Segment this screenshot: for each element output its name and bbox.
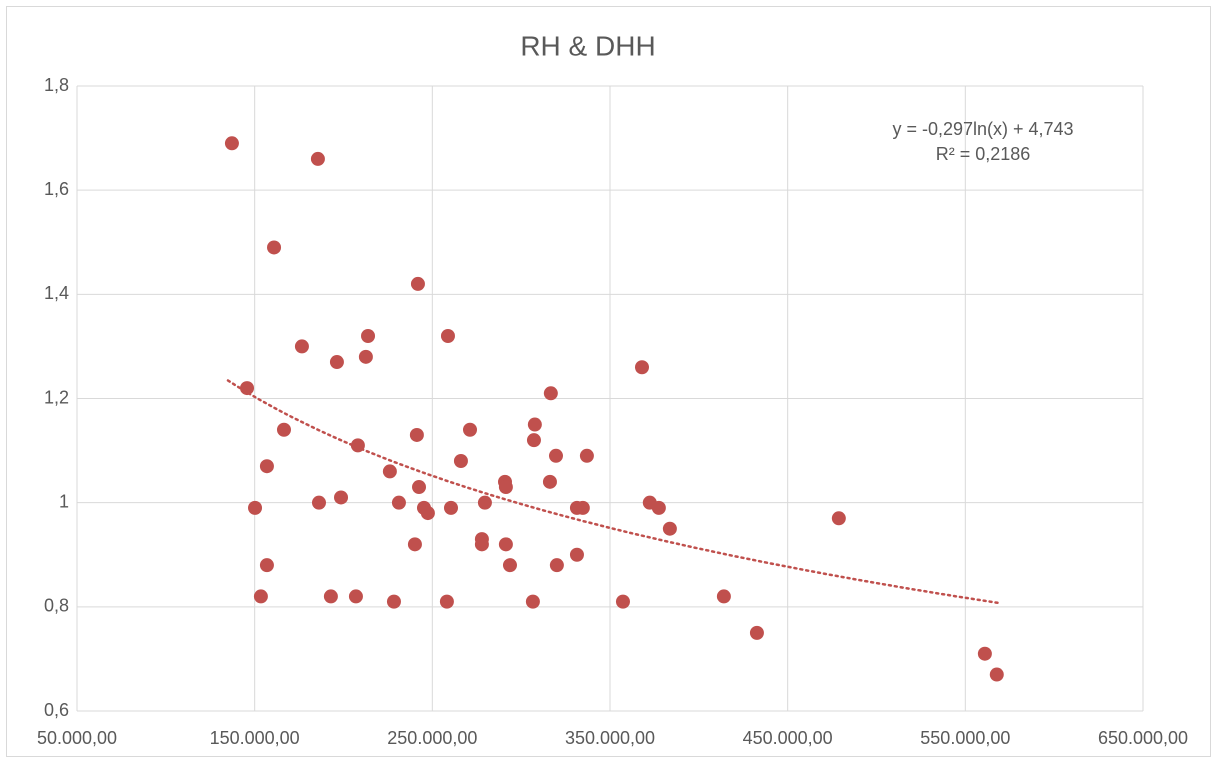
chart-border [6,6,1211,757]
data-point [549,558,564,573]
data-point [240,381,255,396]
data-point [462,422,477,437]
data-point [440,329,455,343]
data-point [474,537,489,552]
data-point [453,454,468,468]
trendline-label: y = -0,297ln(x) + 4,743 [892,119,1073,139]
data-point [543,386,558,401]
data-point [382,464,397,479]
data-point [542,474,557,489]
data-point [348,589,363,604]
data-point [579,448,594,463]
data-point [439,594,454,609]
data-point [420,506,435,521]
data-point [310,151,325,166]
y-tick-label: 1,8 [44,75,69,95]
data-point [749,625,764,640]
y-tick-label: 0,8 [44,596,69,616]
data-point [498,480,513,495]
y-tick-label: 1,6 [44,179,69,199]
data-point [525,594,540,609]
data-point [267,240,282,255]
data-point [410,276,425,291]
x-tick-label: 250.000,00 [387,728,477,748]
y-tick-label: 0,6 [44,700,69,720]
data-point [407,537,422,552]
y-tick-label: 1,2 [44,387,69,407]
data-point [259,558,274,573]
data-point [716,589,731,604]
data-point [253,589,268,604]
data-point [443,500,458,515]
data-point [477,495,492,510]
data-point [548,448,563,463]
data-point [527,417,542,432]
x-tick-label: 350.000,00 [565,728,655,748]
trendline-label: R² = 0,2186 [936,144,1031,164]
data-point [323,589,338,604]
data-point [498,537,513,552]
y-tick-label: 1 [59,491,69,511]
data-point [831,511,846,526]
data-point [651,500,666,515]
data-point [989,667,1004,682]
x-tick-label: 150.000,00 [210,728,300,748]
data-point [224,136,239,151]
data-point [259,459,274,474]
data-point [276,422,291,437]
data-point [358,349,373,364]
data-point [409,427,424,442]
x-tick-label: 450.000,00 [743,728,833,748]
data-point [391,495,406,510]
data-point [386,594,401,609]
data-point [311,495,326,510]
data-point [361,329,376,343]
data-point [329,355,344,370]
data-point [575,500,590,515]
data-point [334,490,349,505]
data-point [412,480,427,495]
x-tick-label: 650.000,00 [1098,728,1188,748]
data-point [662,521,677,536]
data-point [502,558,517,573]
data-point [569,547,584,562]
y-tick-label: 1,4 [44,283,69,303]
chart-title: RH & DHH [520,30,655,61]
data-point [634,360,649,375]
data-point [248,500,263,515]
data-point [615,594,630,609]
data-point [294,339,309,354]
data-point [977,646,992,661]
data-point [526,433,541,448]
x-tick-label: 550.000,00 [920,728,1010,748]
trendline [226,379,1003,605]
x-tick-label: 50.000,00 [37,728,117,748]
